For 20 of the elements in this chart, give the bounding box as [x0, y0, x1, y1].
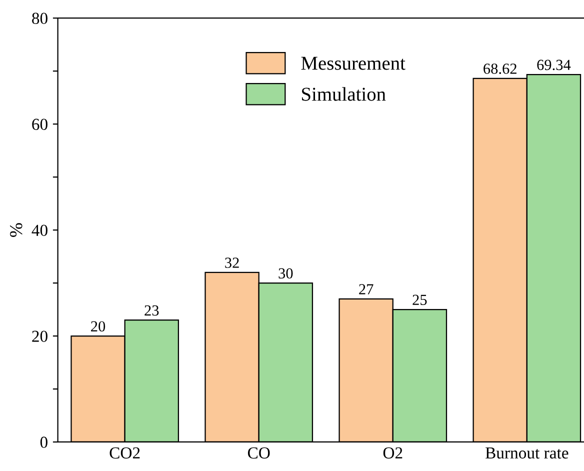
data-label: 25 [412, 294, 427, 306]
y-tick-label: 20 [32, 330, 48, 342]
data-label: 27 [359, 284, 374, 294]
x-tick-label: CO2 [110, 447, 140, 459]
data-label: 23 [144, 305, 159, 316]
x-tick-label: O2 [383, 447, 402, 459]
y-tick-label: 40 [32, 224, 48, 236]
y-tick-label: 80 [32, 12, 48, 24]
y-tick-label: 60 [32, 118, 48, 130]
data-label: 30 [278, 268, 293, 279]
data-label: 20 [91, 321, 106, 332]
legend-label: Messurement [301, 56, 406, 70]
y-axis-title: % [10, 223, 22, 237]
x-tick-label: CO [248, 447, 270, 459]
legend-label: Simulation [302, 87, 386, 101]
data-label: 69.34 [537, 60, 571, 70]
data-label: 68.62 [484, 64, 516, 74]
data-label: 32 [225, 258, 239, 268]
x-tick-label: Burnout rate [486, 448, 568, 459]
y-tick-label: 0 [40, 436, 48, 448]
